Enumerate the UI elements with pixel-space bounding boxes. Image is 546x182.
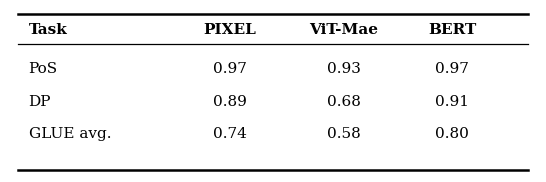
Text: Task: Task	[28, 23, 67, 37]
Text: 0.97: 0.97	[212, 62, 246, 76]
Text: 0.91: 0.91	[435, 95, 469, 109]
Text: 0.93: 0.93	[327, 62, 360, 76]
Text: DP: DP	[28, 95, 51, 109]
Text: BERT: BERT	[428, 23, 477, 37]
Text: ViT-Mae: ViT-Mae	[309, 23, 378, 37]
Text: 0.80: 0.80	[435, 127, 469, 141]
Text: 0.68: 0.68	[327, 95, 360, 109]
Text: GLUE avg.: GLUE avg.	[28, 127, 111, 141]
Text: 0.97: 0.97	[435, 62, 469, 76]
Text: 0.74: 0.74	[212, 127, 246, 141]
Text: 0.58: 0.58	[327, 127, 360, 141]
Text: PIXEL: PIXEL	[203, 23, 256, 37]
Text: 0.89: 0.89	[212, 95, 246, 109]
Text: PoS: PoS	[28, 62, 58, 76]
